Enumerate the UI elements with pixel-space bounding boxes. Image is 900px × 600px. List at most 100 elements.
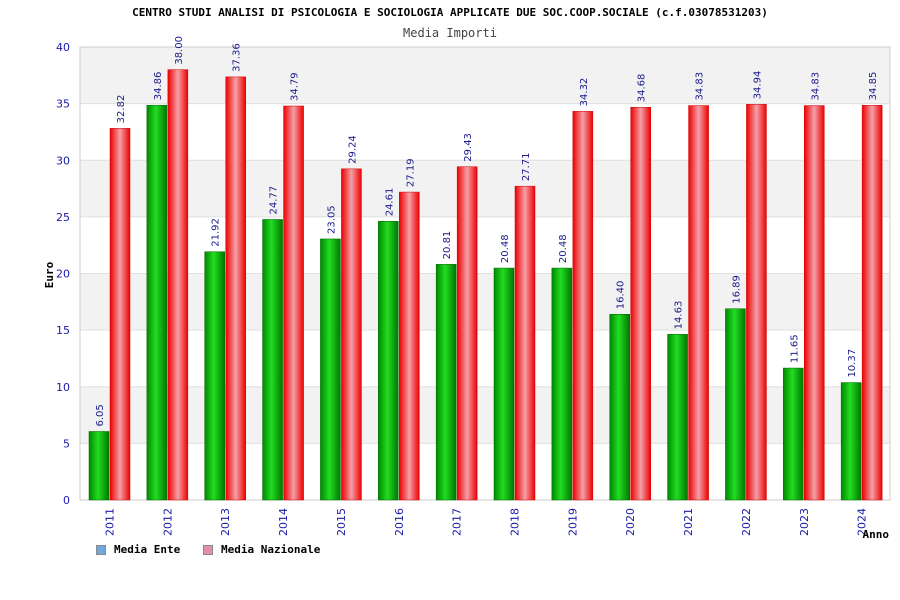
data-label: 29.24 (347, 135, 358, 164)
data-label: 16.89 (731, 275, 742, 304)
plot-band (80, 330, 890, 387)
bar-media-nazionale-2022 (746, 104, 767, 501)
y-tick-label: 0 (63, 494, 70, 507)
data-label: 38.00 (174, 36, 185, 65)
y-tick-label: 25 (56, 211, 70, 224)
data-label: 37.36 (232, 43, 243, 72)
data-label: 20.81 (442, 231, 453, 260)
data-label: 34.83 (810, 72, 821, 101)
bar-media-ente-2020 (609, 314, 630, 501)
x-tick-label: 2021 (682, 508, 695, 536)
bar-media-ente-2014 (262, 219, 283, 501)
data-label: 24.61 (384, 188, 395, 217)
legend-label-media-nazionale: Media Nazionale (221, 543, 321, 556)
bar-media-ente-2015 (320, 238, 341, 501)
bar-media-ente-2016 (378, 221, 399, 501)
data-label: 10.37 (847, 349, 858, 378)
data-label: 34.85 (868, 72, 879, 101)
bars: 6.05 32.82 34.86 38.00 21.92 37.36 24.77 34.79 2… (88, 36, 883, 501)
plot-band (80, 47, 890, 104)
y-tick-label: 20 (56, 268, 70, 281)
bar-media-ente-2023 (783, 367, 804, 501)
data-label: 34.32 (579, 78, 590, 107)
data-label: 27.19 (405, 158, 416, 187)
bar-media-nazionale-2016 (399, 191, 420, 501)
data-label: 20.48 (500, 234, 511, 263)
x-tick-label: 2012 (161, 508, 174, 536)
x-tick-label: 2011 (104, 508, 117, 536)
data-label: 21.92 (211, 218, 222, 247)
y-tick-label: 35 (56, 98, 70, 111)
legend-label-media-ente: Media Ente (114, 543, 181, 556)
chart-title: CENTRO STUDI ANALISI DI PSICOLOGIA E SOC… (132, 6, 768, 19)
data-label: 16.40 (616, 281, 627, 310)
legend-item-media-ente: Media Ente (96, 543, 180, 556)
x-tick-label: 2023 (798, 508, 811, 536)
plot-band (80, 386, 890, 444)
bar-media-ente-2019 (551, 267, 573, 501)
bar-media-ente-2017 (435, 264, 457, 501)
x-tick-label: 2018 (509, 508, 522, 536)
plot-band (80, 273, 890, 331)
data-label: 20.48 (558, 234, 569, 263)
legend-swatch-media-nazionale (203, 544, 213, 555)
data-label: 34.79 (290, 72, 301, 101)
plot-band (80, 216, 890, 274)
data-label: 34.86 (153, 72, 164, 101)
bar-media-nazionale-2021 (688, 105, 709, 501)
data-label: 27.71 (521, 153, 532, 182)
bar-media-ente-2022 (725, 308, 746, 501)
y-tick-label: 40 (56, 41, 70, 54)
y-tick-label: 15 (56, 324, 70, 337)
y-tick-label: 10 (56, 381, 70, 394)
plot-band (80, 443, 890, 500)
data-label: 24.77 (269, 186, 280, 215)
x-tick-label: 2014 (277, 508, 290, 536)
bar-media-nazionale-2013 (225, 76, 246, 501)
bar-media-ente-2018 (493, 267, 515, 501)
bar-media-ente-2011 (88, 431, 110, 501)
x-axis-label: Anno (863, 528, 890, 541)
legend-item-media-nazionale: Media Nazionale (203, 543, 320, 556)
bar-media-nazionale-2020 (630, 106, 651, 501)
x-tick-label: 2015 (335, 508, 348, 536)
y-axis-label: Euro (43, 261, 56, 288)
bar-media-nazionale-2012 (167, 69, 189, 501)
bar-media-nazionale-2023 (804, 105, 825, 501)
data-label: 32.82 (116, 95, 127, 124)
x-axis-ticks: 2011 2012 2013 2014 2015 2016 2017 2018 2019 2020… (104, 508, 869, 536)
chart-subtitle: Media Importi (403, 26, 497, 40)
data-label: 23.05 (326, 205, 337, 234)
bar-media-nazionale-2011 (109, 128, 131, 501)
bar-media-nazionale-2017 (456, 166, 478, 501)
data-label: 6.05 (95, 404, 106, 426)
y-tick-label: 5 (63, 437, 70, 450)
x-tick-label: 2016 (393, 508, 406, 536)
bar-media-nazionale-2019 (572, 111, 594, 501)
plot-band (80, 160, 890, 217)
bar-media-ente-2012 (146, 104, 168, 501)
x-tick-label: 2024 (856, 508, 869, 536)
data-label: 34.94 (752, 71, 763, 100)
data-label: 11.65 (789, 334, 800, 363)
x-tick-label: 2020 (624, 508, 637, 536)
bar-media-nazionale-2024 (861, 105, 883, 501)
bar-media-nazionale-2014 (283, 105, 304, 501)
y-axis-ticks: 0 5 10 15 20 25 30 35 40 (56, 41, 70, 507)
x-tick-label: 2022 (740, 508, 753, 536)
x-tick-label: 2013 (219, 508, 232, 536)
x-tick-label: 2017 (451, 508, 464, 536)
data-label: 29.43 (463, 133, 474, 162)
bar-media-nazionale-2015 (341, 168, 362, 501)
data-label: 34.83 (695, 72, 706, 101)
plot-band (80, 103, 890, 161)
bar-media-ente-2024 (840, 382, 862, 501)
bar-media-nazionale-2018 (514, 185, 536, 501)
data-label: 14.63 (674, 301, 685, 330)
y-tick-label: 30 (56, 154, 70, 167)
x-tick-label: 2019 (566, 508, 579, 536)
plot-frame (79, 46, 891, 501)
data-label: 34.68 (637, 74, 648, 103)
bar-media-ente-2013 (204, 251, 225, 501)
